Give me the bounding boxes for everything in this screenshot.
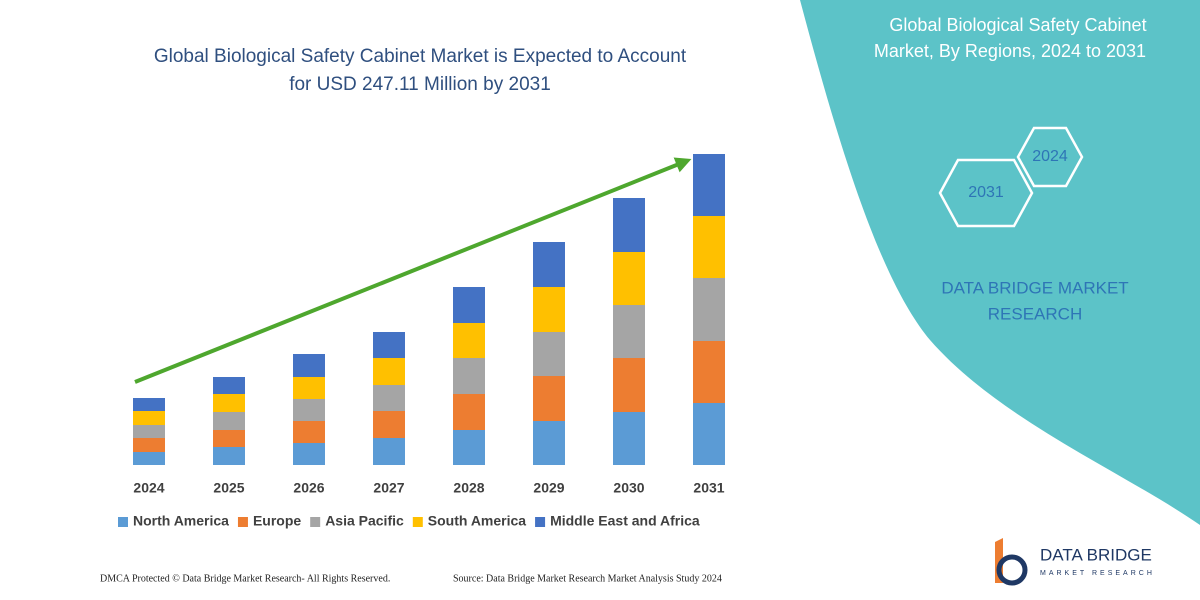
bar-segment <box>453 287 485 323</box>
x-tick-label: 2025 <box>213 480 244 496</box>
legend-swatch <box>412 517 423 527</box>
bar-segment <box>373 358 405 385</box>
bar-segment <box>133 411 165 425</box>
x-tick-label: 2026 <box>293 480 324 496</box>
x-tick-label: 2029 <box>533 480 564 496</box>
logo: DATA BRIDGE MARKET RESEARCH <box>995 538 1155 586</box>
legend-swatch <box>118 517 128 527</box>
bar-segment <box>133 438 165 452</box>
bar-segment <box>213 377 245 394</box>
bar-segment <box>693 341 725 403</box>
trend-arrow <box>134 157 692 384</box>
legend-label: Middle East and Africa <box>550 513 700 529</box>
bar-segment <box>693 154 725 216</box>
side-panel <box>800 0 1200 525</box>
bar-segment <box>613 358 645 412</box>
legend-swatch <box>310 517 321 527</box>
bar-segment <box>293 399 325 421</box>
bar-segment <box>293 377 325 399</box>
bar-segment <box>213 412 245 430</box>
bar-segment <box>693 278 725 341</box>
legend-label: Asia Pacific <box>325 513 404 529</box>
legend-label: South America <box>428 513 526 529</box>
brand-text: DATA BRIDGE MARKET <box>941 278 1128 297</box>
bar-segment <box>533 332 565 376</box>
legend-label: North America <box>133 513 229 529</box>
bar-segment <box>613 412 645 465</box>
bar-segment <box>613 252 645 305</box>
bar-segment <box>373 411 405 438</box>
bar-segment <box>213 394 245 412</box>
bar-segment <box>293 443 325 465</box>
hexagon-label: 2024 <box>1032 148 1068 165</box>
bar-segment <box>453 323 485 358</box>
bar-segment <box>373 332 405 358</box>
brand-text: RESEARCH <box>988 304 1082 323</box>
bar-segment <box>133 425 165 438</box>
legend-swatch <box>535 517 546 527</box>
bar-segment <box>533 242 565 287</box>
bar-segment <box>373 385 405 411</box>
bar-segment <box>373 438 405 465</box>
bar-segment <box>693 216 725 278</box>
legend-swatch <box>237 517 248 527</box>
footer-right: Source: Data Bridge Market Research Mark… <box>453 573 722 584</box>
panel-title: Global Biological Safety Cabinet <box>889 15 1146 35</box>
bar-segment <box>453 394 485 430</box>
footer-left: DMCA Protected © Data Bridge Market Rese… <box>100 573 390 584</box>
legend-label: Europe <box>253 513 301 529</box>
bar-segment <box>293 421 325 443</box>
bar-segment <box>213 447 245 465</box>
panel-title: Market, By Regions, 2024 to 2031 <box>874 41 1146 61</box>
bar-segment <box>453 430 485 465</box>
chart-title: for USD 247.11 Million by 2031 <box>289 74 551 95</box>
bar-segment <box>213 430 245 447</box>
x-tick-label: 2030 <box>613 480 644 496</box>
bar-segment <box>533 287 565 332</box>
bar-segment <box>293 354 325 377</box>
x-tick-label: 2024 <box>133 480 164 496</box>
hexagon <box>938 158 1034 228</box>
bar-segment <box>693 403 725 465</box>
logo-mark <box>996 554 1028 586</box>
bar-segment <box>133 452 165 465</box>
logo-name: DATA BRIDGE <box>1040 545 1152 564</box>
x-tick-label: 2031 <box>693 480 724 496</box>
bar-segment <box>533 421 565 465</box>
chart-title: Global Biological Safety Cabinet Market … <box>154 46 687 67</box>
x-tick-label: 2028 <box>453 480 484 496</box>
bar-segment <box>133 398 165 411</box>
bar-segment <box>453 358 485 394</box>
bar-segment <box>613 305 645 358</box>
hexagon-label: 2031 <box>968 184 1004 201</box>
bar-segment <box>533 376 565 421</box>
x-tick-label: 2027 <box>373 480 404 496</box>
bar-segment <box>613 198 645 252</box>
hexagon <box>1016 126 1084 188</box>
logo-tagline: MARKET RESEARCH <box>1040 570 1155 577</box>
